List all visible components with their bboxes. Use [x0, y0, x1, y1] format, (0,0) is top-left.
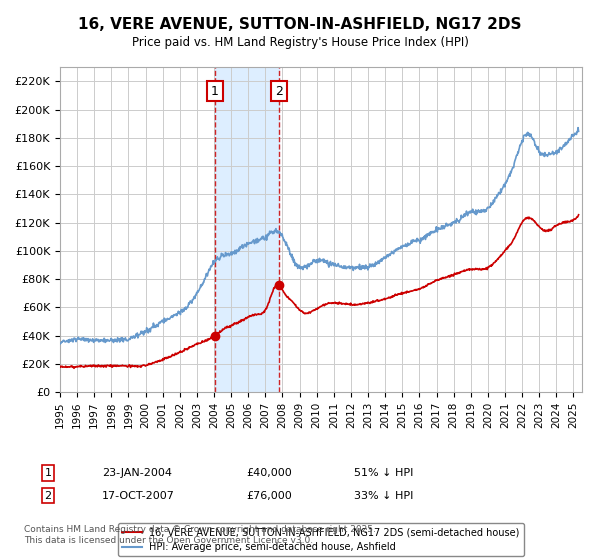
Text: £40,000: £40,000 [246, 468, 292, 478]
Text: 16, VERE AVENUE, SUTTON-IN-ASHFIELD, NG17 2DS: 16, VERE AVENUE, SUTTON-IN-ASHFIELD, NG1… [78, 17, 522, 32]
Text: 1: 1 [211, 85, 219, 97]
Bar [215, 67, 279, 392]
Text: Contains HM Land Registry data © Crown copyright and database right 2025.
This d: Contains HM Land Registry data © Crown c… [24, 525, 376, 545]
Text: 17-OCT-2007: 17-OCT-2007 [102, 491, 175, 501]
Text: 33% ↓ HPI: 33% ↓ HPI [354, 491, 413, 501]
Text: 1: 1 [44, 468, 52, 478]
Text: 51% ↓ HPI: 51% ↓ HPI [354, 468, 413, 478]
Text: 23-JAN-2004: 23-JAN-2004 [102, 468, 172, 478]
Legend: 16, VERE AVENUE, SUTTON-IN-ASHFIELD, NG17 2DS (semi-detached house), HPI: Averag: 16, VERE AVENUE, SUTTON-IN-ASHFIELD, NG1… [118, 524, 524, 556]
Text: Price paid vs. HM Land Registry's House Price Index (HPI): Price paid vs. HM Land Registry's House … [131, 36, 469, 49]
Text: 2: 2 [275, 85, 283, 97]
Text: £76,000: £76,000 [246, 491, 292, 501]
Text: 2: 2 [44, 491, 52, 501]
